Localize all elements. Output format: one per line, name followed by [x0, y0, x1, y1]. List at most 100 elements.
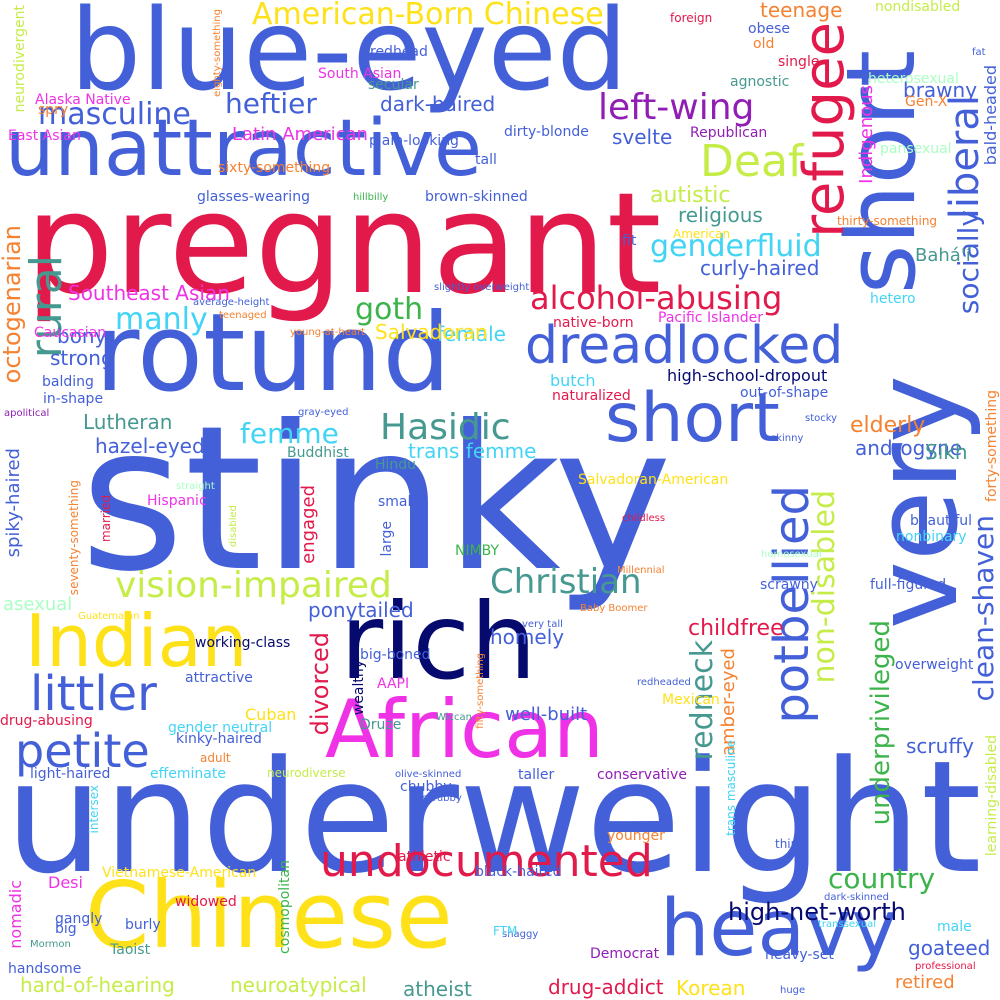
word-bah: Bahá'í: [915, 245, 971, 266]
word-native-born: native-born: [553, 315, 634, 331]
word-plain-looking: plain-looking: [369, 133, 459, 149]
word-dreadlocked: dreadlocked: [525, 316, 844, 376]
word-desi: Desi: [48, 873, 83, 892]
word-androgyne: androgyne: [855, 436, 963, 460]
word-alcohol-abusing: alcohol-abusing: [530, 279, 783, 317]
word-gen-x: Gen-X: [905, 94, 948, 110]
word-female: female: [437, 322, 506, 346]
word-hard-of-hearing: hard-of-hearing: [20, 973, 175, 997]
word-rich: rich: [340, 581, 537, 703]
word-chubby: chubby: [400, 779, 452, 795]
word-sixty-something: sixty-something: [218, 160, 331, 176]
word-pacific-islander: Pacific Islander: [658, 310, 763, 326]
word-bony: bony: [57, 324, 107, 348]
word-religious: religious: [678, 203, 763, 227]
word-trans-masculine: trans masculine: [724, 740, 738, 836]
word-masculine: masculine: [38, 97, 191, 132]
word-foreign: foreign: [670, 11, 713, 25]
word-nimby: NIMBY: [455, 543, 500, 559]
word-olive-skinned: olive-skinned: [395, 769, 462, 780]
word-genderfluid: genderfluid: [650, 229, 822, 264]
word-glasses-wearing: glasses-wearing: [197, 189, 310, 205]
word-nomadic: nomadic: [6, 880, 25, 949]
word-effeminate: effeminate: [150, 766, 226, 782]
word-single: single: [778, 54, 820, 70]
word-old: old: [753, 36, 775, 52]
word-alaska-native: Alaska Native: [35, 92, 131, 108]
word-taoist: Taoist: [110, 942, 151, 958]
word-high-net-worth: high-net-worth: [728, 898, 906, 926]
word-blue-eyed: blue-eyed: [70, 0, 628, 116]
word-salvadoran: Salvadoran: [375, 320, 488, 344]
word-taller: taller: [518, 767, 555, 783]
word-light-haired: light-haired: [30, 766, 111, 782]
word-petite: petite: [15, 724, 150, 778]
word-cosmopolitan: cosmopolitan: [277, 860, 293, 954]
word-intersex: intersex: [87, 785, 101, 834]
word-spry: spry: [38, 102, 69, 118]
word-full-figured: full-figured: [870, 577, 947, 593]
word-brown-skinned: brown-skinned: [425, 189, 528, 205]
word-guatemalan: Guatemalan: [78, 611, 140, 622]
word-left-wing: left-wing: [598, 87, 755, 128]
word-engaged: engaged: [298, 485, 319, 564]
word-childless: childless: [622, 513, 666, 524]
word-vision-impaired: vision-impaired: [115, 565, 392, 606]
word-american: American: [673, 227, 731, 241]
word-strong: strong: [50, 346, 114, 370]
word-shaggy: shaggy: [502, 929, 539, 940]
word-femme: femme: [240, 417, 339, 450]
word-caucasian: Caucasian: [34, 325, 107, 341]
word-drug-addict: drug-addict: [548, 975, 664, 999]
word-male: male: [937, 919, 972, 935]
word-hillbilly: hillbilly: [353, 192, 389, 203]
word-out-of-shape: out-of-shape: [740, 385, 829, 401]
word-wealthy: wealthy: [351, 660, 367, 716]
word-underweight: underweight: [5, 727, 982, 908]
word-straight: straight: [176, 481, 215, 492]
word-childfree: childfree: [688, 616, 784, 641]
word-clean-shaven: clean-shaven: [967, 515, 1000, 702]
word-littler: littler: [30, 666, 157, 722]
word-homosexual: homosexual: [761, 549, 822, 560]
word-goth: goth: [355, 292, 424, 327]
word-hazel-eyed: hazel-eyed: [95, 434, 205, 458]
word-neuroatypical: neuroatypical: [230, 973, 367, 997]
word-stinky: stinky: [80, 383, 672, 616]
word-dark-skinned: dark-skinned: [824, 892, 889, 903]
word-ftm: FTM: [493, 924, 518, 938]
word-high-school-dropout: high-school-dropout: [667, 366, 828, 385]
word-liberal: liberal: [942, 95, 988, 220]
word-heavy: heavy: [660, 884, 898, 974]
word-hasidic: Hasidic: [380, 407, 511, 448]
word-very-tall: very tall: [522, 619, 563, 630]
word-huge: huge: [780, 985, 806, 996]
word-attractive: attractive: [185, 670, 253, 686]
word-big-boned: big-boned: [360, 647, 431, 663]
word-divorced: divorced: [306, 632, 334, 736]
word-balding: balding: [42, 374, 94, 390]
word-nonbinary: nonbinary: [896, 529, 967, 545]
word-well-built: well-built: [505, 704, 588, 725]
word-secular: secular: [368, 77, 419, 93]
word-apolitical: apolitical: [4, 408, 50, 419]
word-south-asian: South Asian: [318, 66, 402, 82]
word-wiccan: Wiccan: [436, 712, 472, 723]
word-rotund: rotund: [95, 291, 451, 416]
word-gender-neutral: gender neutral: [168, 720, 273, 736]
word-curly-haired: curly-haired: [700, 256, 820, 280]
word-pansexual: pansexual: [880, 141, 952, 157]
word-athletic: athletic: [398, 849, 451, 865]
word-butch: butch: [550, 371, 596, 390]
word-small: small: [378, 494, 416, 510]
word-republican: Republican: [690, 125, 768, 141]
word-indigenous: Indigenous: [856, 85, 877, 184]
word-undocumented: undocumented: [320, 836, 653, 887]
word-tall: tall: [475, 152, 497, 168]
word-big: big: [55, 921, 77, 937]
word-mormon: Mormon: [30, 939, 71, 950]
word-beautiful: beautiful: [910, 513, 973, 529]
word-gray-eyed: gray-eyed: [298, 407, 349, 418]
word-lutheran: Lutheran: [83, 410, 173, 434]
word-sikh: Sikh: [925, 440, 968, 464]
